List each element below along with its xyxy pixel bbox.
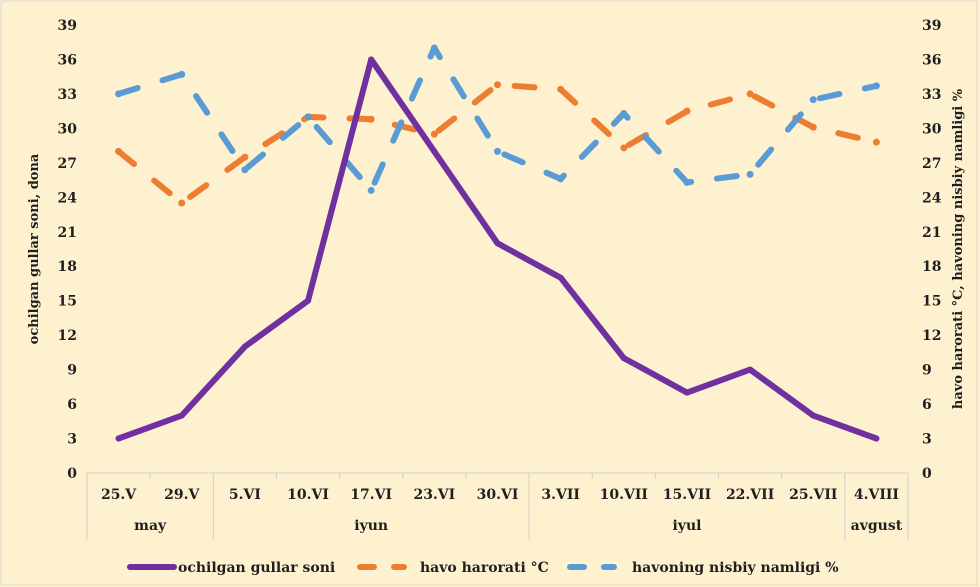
data-point-2 (178, 71, 185, 78)
legend-label: havo harorati °C (420, 560, 549, 576)
data-point-2 (620, 110, 627, 117)
data-point-0 (431, 148, 437, 154)
y-right-tick-label: 3 (922, 432, 932, 448)
y-right-axis-title: havo harorati °C, havoning nisbiy namlig… (951, 88, 966, 409)
y-axis-title: ochilgan gullar soni, dona (27, 153, 42, 344)
data-point-2 (241, 166, 248, 173)
x-group-label: may (134, 518, 167, 534)
x-tick-label: 10.VII (600, 487, 648, 503)
x-tick-label: 15.VII (663, 487, 711, 503)
data-point-2 (810, 96, 817, 103)
y-tick-label: 30 (58, 121, 78, 137)
data-point-0 (684, 390, 690, 396)
y-tick-label: 39 (58, 18, 77, 34)
y-tick-label: 21 (58, 225, 77, 241)
data-point-2 (683, 179, 690, 186)
data-point-0 (116, 436, 122, 442)
legend-label: havoning nisbiy namligi % (632, 560, 839, 576)
y-right-tick-label: 27 (922, 156, 941, 172)
y-right-tick-label: 21 (922, 225, 941, 241)
data-point-2 (494, 148, 501, 155)
data-point-0 (305, 298, 311, 304)
data-point-0 (558, 275, 564, 281)
data-point-2 (431, 44, 438, 51)
x-group-label: iyun (354, 518, 388, 534)
data-point-0 (242, 344, 248, 350)
x-tick-label: 23.VI (413, 487, 455, 503)
y-tick-label: 3 (67, 432, 77, 448)
data-point-1 (431, 131, 438, 138)
x-tick-label: 10.VI (287, 487, 329, 503)
data-point-1 (557, 86, 564, 93)
y-right-tick-label: 30 (922, 121, 942, 137)
data-point-1 (115, 148, 122, 155)
y-tick-label: 27 (58, 156, 77, 172)
y-tick-label: 12 (58, 328, 77, 344)
x-tick-label: 17.VI (350, 487, 392, 503)
x-group-label: avgust (851, 518, 903, 534)
data-point-2 (115, 90, 122, 97)
y-tick-label: 33 (58, 87, 77, 103)
y-right-tick-label: 39 (922, 18, 941, 34)
y-right-tick-label: 33 (922, 87, 941, 103)
x-tick-label: 25.VII (789, 487, 837, 503)
data-point-1 (178, 200, 185, 207)
y-tick-label: 24 (58, 190, 78, 206)
x-tick-label: 5.VI (229, 487, 261, 503)
y-right-tick-label: 15 (922, 294, 941, 310)
y-tick-label: 6 (67, 397, 77, 413)
x-tick-label: 29.V (164, 487, 200, 503)
data-point-1 (368, 116, 375, 123)
data-point-0 (621, 355, 627, 361)
y-right-tick-label: 24 (922, 190, 942, 206)
y-right-tick-label: 18 (922, 259, 941, 275)
data-point-2 (368, 187, 375, 194)
data-point-1 (620, 144, 627, 151)
data-point-0 (495, 240, 501, 246)
data-point-1 (683, 108, 690, 115)
data-point-2 (873, 82, 880, 89)
data-point-0 (873, 436, 879, 442)
x-group-label: iyul (672, 518, 701, 534)
y-tick-label: 18 (58, 259, 77, 275)
data-point-2 (305, 113, 312, 120)
x-tick-label: 3.VII (541, 487, 580, 503)
y-right-tick-label: 6 (922, 397, 932, 413)
data-point-1 (810, 124, 817, 131)
y-tick-label: 15 (58, 294, 77, 310)
data-point-0 (179, 413, 185, 419)
x-tick-label: 30.VI (477, 487, 519, 503)
y-right-tick-label: 0 (922, 466, 932, 482)
data-point-1 (747, 90, 754, 97)
data-point-2 (557, 175, 564, 182)
legend-label: ochilgan gullar soni (178, 560, 335, 576)
data-point-1 (494, 81, 501, 88)
data-point-0 (810, 413, 816, 419)
data-point-0 (747, 367, 753, 373)
data-point-1 (241, 154, 248, 161)
legend: ochilgan gullar soni havo harorati °C havo… (130, 560, 839, 576)
y-right-tick-label: 36 (922, 52, 941, 68)
y-tick-label: 36 (58, 52, 77, 68)
y-tick-label: 9 (67, 363, 77, 379)
data-point-1 (873, 139, 880, 146)
x-tick-label: 4.VIII (854, 487, 899, 503)
y-tick-label: 0 (67, 466, 77, 482)
y-right-tick-label: 12 (922, 328, 941, 344)
data-point-0 (368, 56, 374, 62)
x-tick-label: 25.V (101, 487, 137, 503)
y-right-tick-label: 9 (922, 363, 932, 379)
data-point-2 (747, 171, 754, 178)
x-tick-label: 22.VII (726, 487, 774, 503)
